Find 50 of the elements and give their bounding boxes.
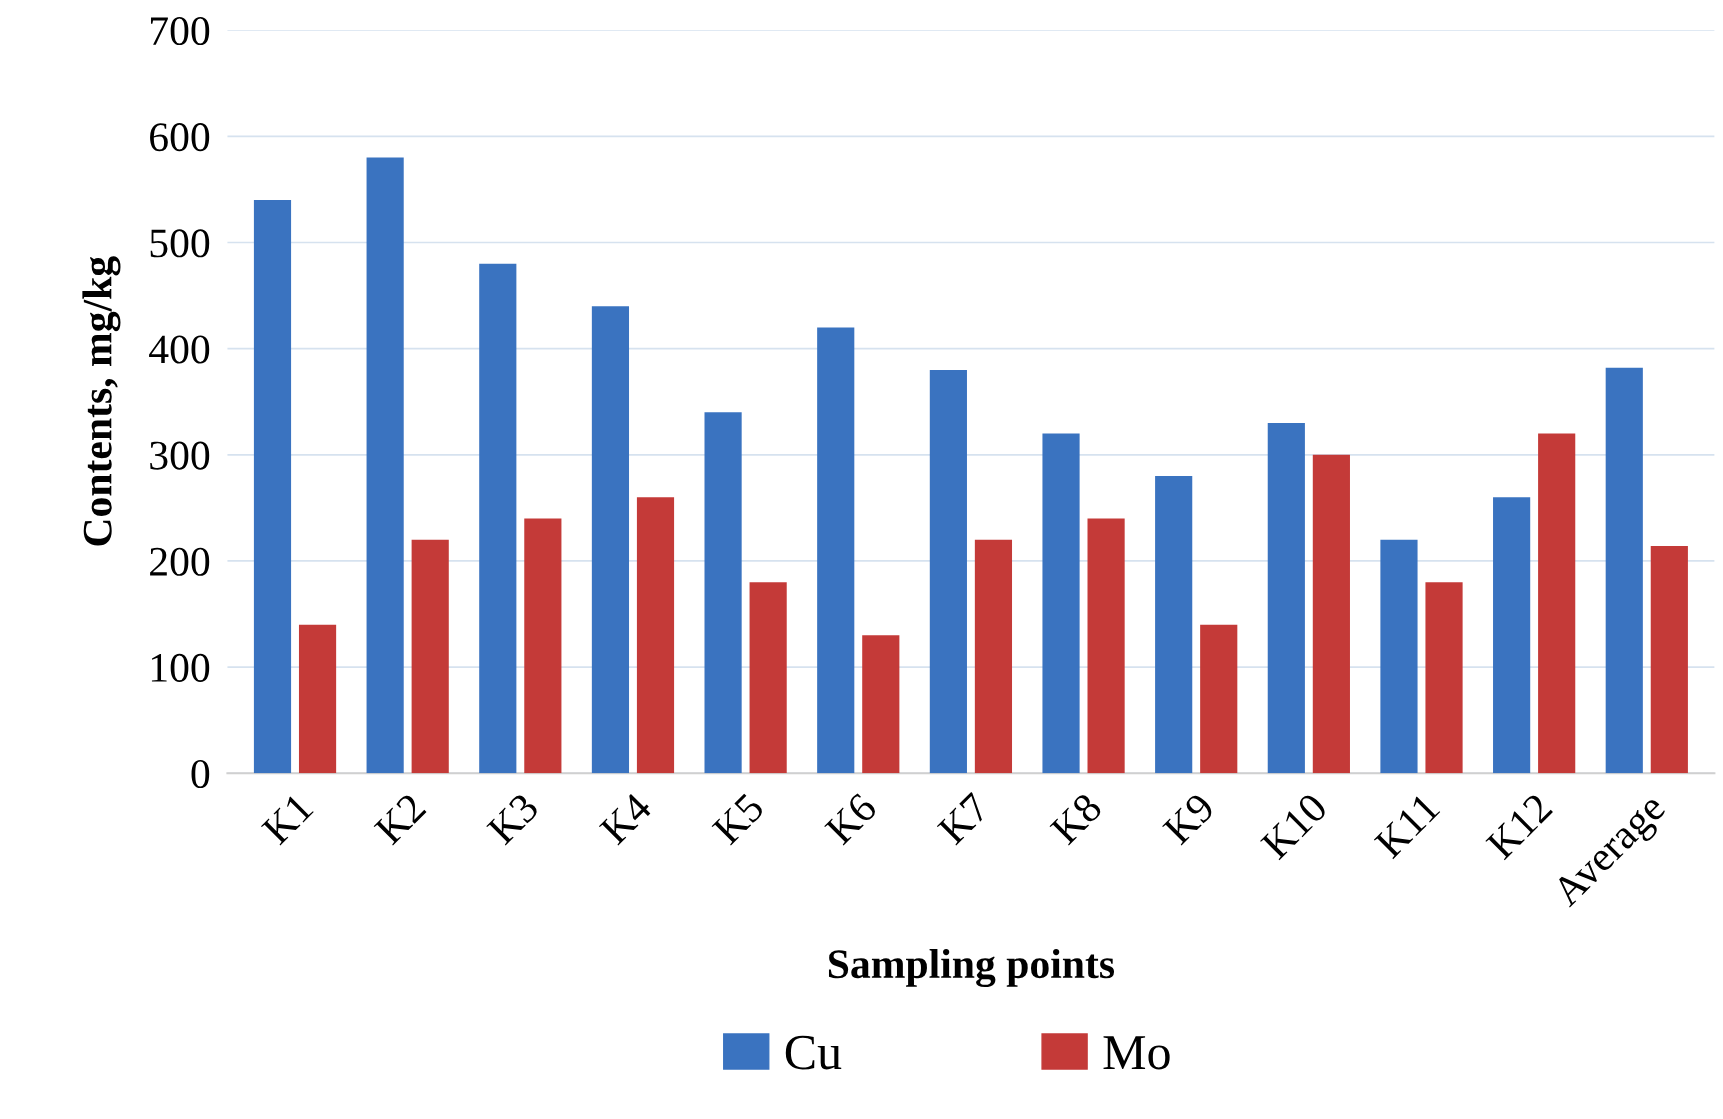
bar bbox=[862, 635, 900, 774]
bar bbox=[479, 263, 517, 774]
bar bbox=[366, 157, 404, 774]
bar bbox=[1650, 546, 1688, 774]
bar bbox=[1425, 582, 1463, 774]
bar bbox=[636, 497, 675, 774]
bar bbox=[591, 306, 630, 774]
x-tick-label: K4 bbox=[598, 791, 653, 846]
bar bbox=[1493, 497, 1531, 774]
y-tick-label: 300 bbox=[150, 441, 210, 470]
bar bbox=[411, 539, 449, 774]
x-tick-label: K11 bbox=[1373, 792, 1441, 860]
bar bbox=[1380, 539, 1418, 774]
x-tick-label: K5 bbox=[711, 792, 766, 846]
bar bbox=[1200, 624, 1238, 774]
x-tick-label: K8 bbox=[1049, 791, 1104, 846]
x-tick-label: K1 bbox=[260, 792, 314, 846]
x-tick-label: K9 bbox=[1161, 792, 1216, 846]
bar bbox=[253, 200, 292, 774]
y-tick-label: 400 bbox=[149, 335, 210, 364]
bar bbox=[929, 369, 967, 774]
y-tick-label: 700 bbox=[151, 16, 210, 46]
x-tick-label: K10 bbox=[1259, 791, 1329, 861]
bar bbox=[1312, 454, 1350, 774]
x-tick-label: K2 bbox=[373, 792, 427, 846]
legend-label: Mo bbox=[1103, 1036, 1170, 1070]
y-tick-label: 0 bbox=[191, 759, 210, 789]
x-tick-label: K6 bbox=[824, 791, 879, 846]
y-tick-label: 200 bbox=[150, 547, 210, 576]
bar bbox=[298, 624, 337, 774]
x-tick-label: K3 bbox=[486, 791, 540, 846]
bar bbox=[749, 582, 787, 774]
bar bbox=[704, 412, 742, 774]
bar bbox=[524, 518, 562, 774]
bar bbox=[817, 327, 855, 774]
bar bbox=[1042, 433, 1080, 774]
x-tick-label: K12 bbox=[1485, 792, 1553, 861]
y-axis-title: Contents, mg/kg bbox=[82, 256, 121, 546]
bar bbox=[1605, 367, 1643, 774]
bar bbox=[1267, 422, 1305, 774]
legend-label: Cu bbox=[785, 1035, 842, 1070]
bar bbox=[1538, 433, 1576, 774]
y-tick-label: 100 bbox=[151, 653, 210, 682]
y-tick-label: 500 bbox=[150, 229, 210, 258]
bar bbox=[1087, 518, 1125, 774]
bar bbox=[974, 539, 1013, 774]
y-tick-label: 600 bbox=[150, 123, 210, 152]
bar bbox=[1155, 476, 1193, 774]
x-axis-title: Sampling points bbox=[828, 948, 1115, 988]
x-tick-label: K7 bbox=[936, 791, 991, 846]
